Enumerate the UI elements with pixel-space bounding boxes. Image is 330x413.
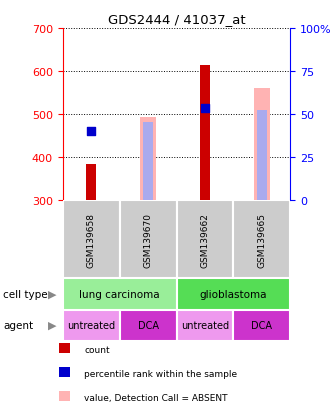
- Bar: [59, 368, 70, 377]
- Text: ▶: ▶: [48, 320, 56, 330]
- Bar: [177, 279, 290, 310]
- Text: percentile rank within the sample: percentile rank within the sample: [84, 369, 237, 378]
- Bar: [234, 200, 290, 279]
- Text: DCA: DCA: [138, 320, 159, 330]
- Bar: [59, 392, 70, 401]
- Text: count: count: [84, 345, 110, 354]
- Bar: [63, 310, 120, 341]
- Text: cell type: cell type: [3, 289, 48, 299]
- Text: GSM139662: GSM139662: [201, 212, 210, 267]
- Bar: [234, 310, 290, 341]
- Text: agent: agent: [3, 320, 33, 330]
- Text: ▶: ▶: [48, 289, 56, 299]
- Bar: [59, 344, 70, 354]
- Bar: [143, 123, 153, 200]
- Bar: [120, 310, 177, 341]
- Bar: [63, 200, 120, 279]
- Text: glioblastoma: glioblastoma: [200, 289, 267, 299]
- Text: GSM139658: GSM139658: [87, 212, 96, 267]
- Bar: [177, 200, 234, 279]
- Text: GSM139665: GSM139665: [257, 212, 266, 267]
- Bar: [200, 66, 210, 200]
- Point: [202, 105, 208, 112]
- Bar: [177, 310, 234, 341]
- Bar: [257, 110, 267, 200]
- Point: [88, 128, 94, 135]
- Text: GSM139670: GSM139670: [144, 212, 152, 267]
- Bar: [120, 200, 177, 279]
- Title: GDS2444 / 41037_at: GDS2444 / 41037_at: [108, 13, 246, 26]
- Bar: [86, 165, 96, 200]
- Bar: [254, 89, 270, 200]
- Text: untreated: untreated: [67, 320, 115, 330]
- Bar: [63, 279, 177, 310]
- Text: untreated: untreated: [181, 320, 229, 330]
- Text: value, Detection Call = ABSENT: value, Detection Call = ABSENT: [84, 393, 228, 402]
- Bar: [140, 118, 156, 200]
- Text: lung carcinoma: lung carcinoma: [79, 289, 160, 299]
- Text: DCA: DCA: [251, 320, 273, 330]
